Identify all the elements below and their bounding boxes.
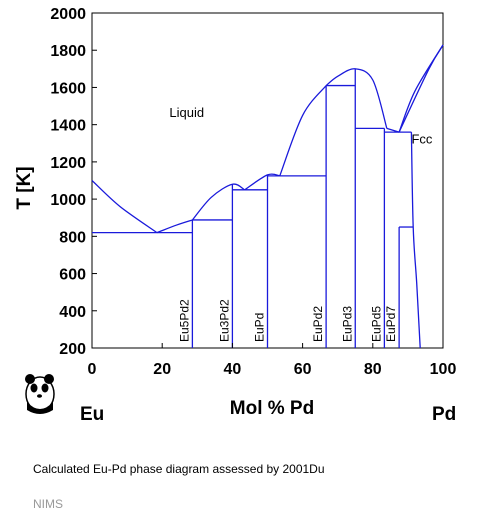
compound-label-eupd2: EuPd2 xyxy=(311,306,325,342)
compound-label-eupd5: EuPd5 xyxy=(369,306,383,342)
curve-liquidus-eupd2 xyxy=(279,85,327,177)
figure-caption: Calculated Eu-Pd phase diagram assessed … xyxy=(33,462,325,476)
axis-ticks: 0 20 40 60 80 100 200 400 600 800 1000 1200 1400 1600… xyxy=(50,6,456,378)
x-tick-label: 60 xyxy=(294,361,312,378)
y-tick-label: 1400 xyxy=(50,118,86,135)
y-tick-label: 1200 xyxy=(50,155,86,172)
region-label-liquid: Liquid xyxy=(169,105,204,120)
x-end-label-left: Eu xyxy=(80,404,104,425)
curve-liquidus-eupd3 xyxy=(325,68,388,129)
x-tick-label: 80 xyxy=(364,361,382,378)
compound-label-eu3pd2: Eu3Pd2 xyxy=(217,299,231,342)
curve-fcc-solvus xyxy=(410,132,421,349)
phase-labels: Eu5Pd2 Eu3Pd2 EuPd EuPd2 EuPd3 EuPd5 EuPd7 Liqu… xyxy=(169,105,432,342)
x-tick-label: 100 xyxy=(430,361,457,378)
x-tick-label: 20 xyxy=(153,361,171,378)
x-axis-title: Mol % Pd xyxy=(230,398,314,419)
compound-label-eupd: EuPd xyxy=(253,313,267,342)
y-tick-label: 200 xyxy=(59,341,86,358)
curve-liquidus-eu5pd2 xyxy=(156,219,193,234)
curve-liquidus-eu3pd2 xyxy=(191,183,246,221)
panda-logo-icon xyxy=(25,374,55,414)
phase-boundaries xyxy=(91,44,444,349)
x-end-label-right: Pd xyxy=(432,404,456,425)
y-tick-label: 600 xyxy=(59,267,86,284)
phase-diagram-chart: 0 20 40 60 80 100 200 400 600 800 1000 1200 1400 1600… xyxy=(14,6,456,425)
y-axis-title: T [K] xyxy=(14,166,35,209)
y-tick-label: 400 xyxy=(59,304,86,321)
curve-liquidus-eu xyxy=(91,180,158,234)
y-tick-label: 1600 xyxy=(50,80,86,97)
y-tick-label: 1000 xyxy=(50,192,86,209)
y-tick-label: 800 xyxy=(59,229,86,246)
compound-label-eupd7: EuPd7 xyxy=(384,306,398,342)
y-tick-label: 1800 xyxy=(50,43,86,60)
curve-solidus-pd xyxy=(398,44,444,133)
region-label-fcc: Fcc xyxy=(411,131,432,146)
y-tick-label: 2000 xyxy=(50,6,86,23)
compound-label-eupd3: EuPd3 xyxy=(340,306,354,342)
curve-liquidus-eupd xyxy=(244,173,280,191)
x-tick-label: 0 xyxy=(88,361,97,378)
source-label: NIMS xyxy=(33,497,63,511)
compound-label-eu5pd2: Eu5Pd2 xyxy=(177,299,191,342)
x-tick-label: 40 xyxy=(224,361,242,378)
